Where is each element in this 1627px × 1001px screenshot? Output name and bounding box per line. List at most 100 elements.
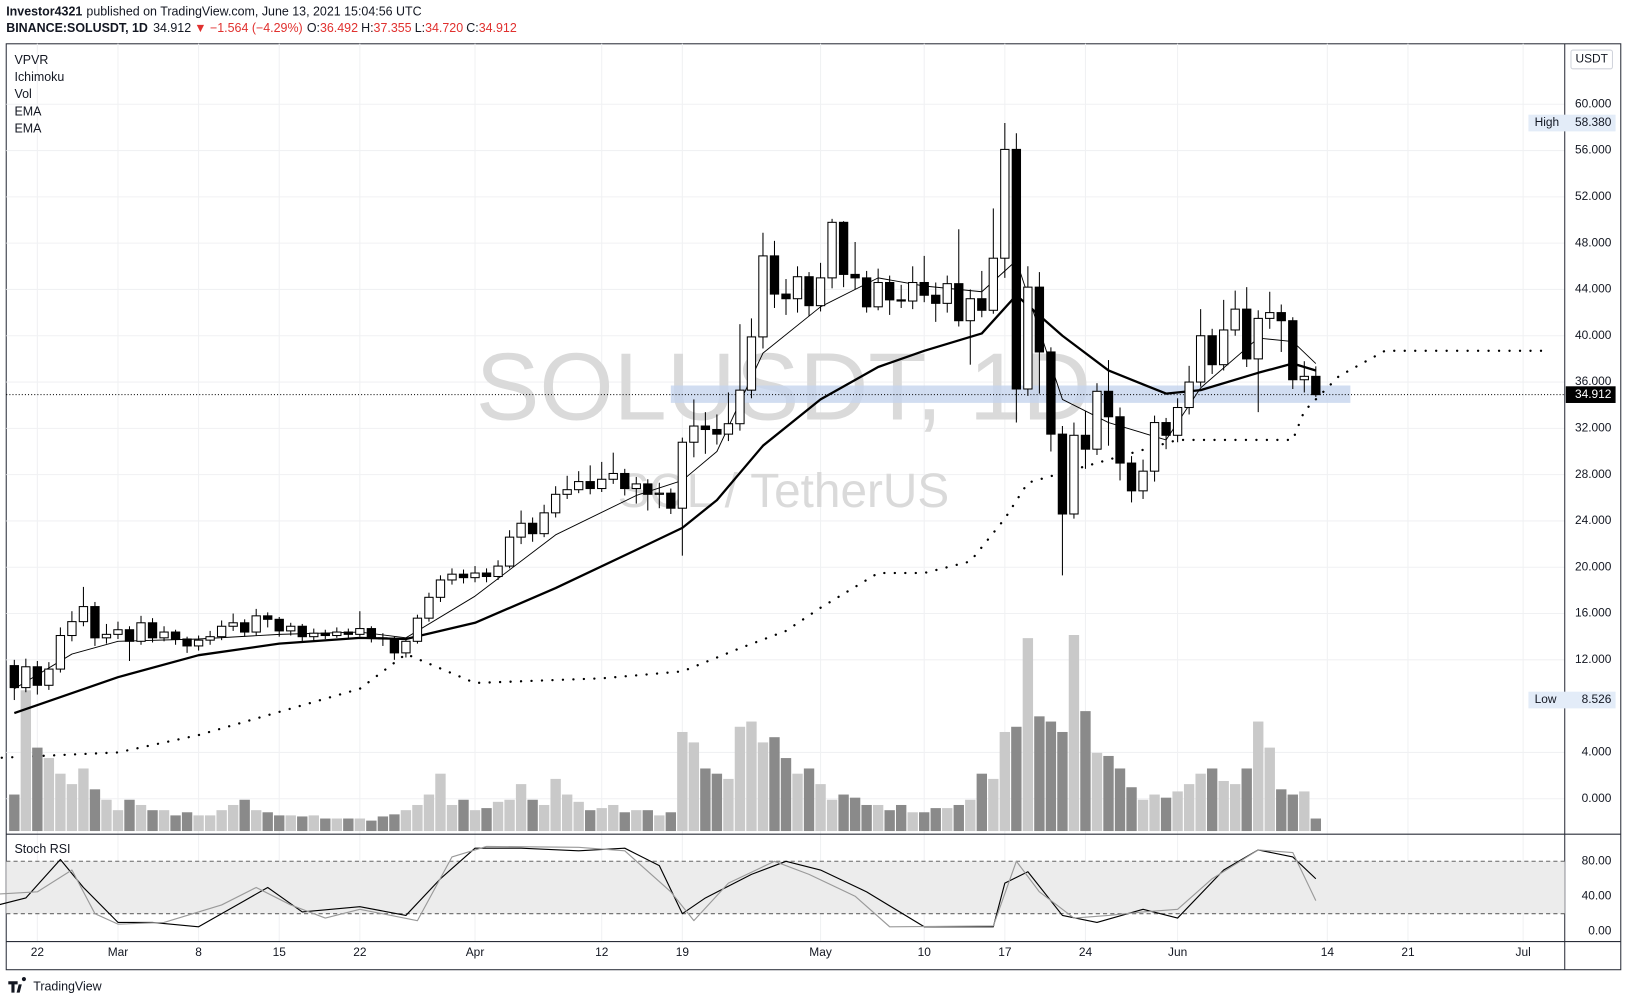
candle-body	[908, 281, 918, 302]
header-line-1: Investor4321 published on TradingView.com…	[6, 5, 421, 19]
unit-box	[1570, 49, 1613, 70]
x-tick-label: 19	[676, 945, 690, 959]
volume-bar	[1276, 789, 1287, 832]
author: Investor4321	[6, 5, 82, 19]
y-tick-label: 12.000	[1575, 652, 1612, 666]
candle-body	[735, 389, 745, 425]
y-tick-label: 36.000	[1575, 374, 1612, 388]
volume-bar	[147, 810, 158, 832]
volume-bar	[343, 818, 354, 832]
y-tick-label: 4.000	[1582, 745, 1612, 759]
x-tick-label: 14	[1321, 945, 1335, 959]
volume-bar	[538, 804, 550, 832]
candle-body	[44, 668, 54, 686]
candle-body	[309, 632, 319, 638]
y-tick-label: 28.000	[1575, 467, 1612, 481]
candle-body	[861, 277, 872, 308]
volume-bar	[435, 773, 446, 832]
candle-body	[977, 298, 987, 311]
candle-body	[1092, 390, 1102, 450]
stoch-line	[0, 847, 1317, 928]
stoch-line	[0, 845, 1317, 928]
volume-bar	[608, 804, 619, 832]
candle-body	[1219, 329, 1229, 366]
volume-bar	[469, 810, 481, 832]
ohlc-key: C:	[466, 21, 478, 35]
volume-bar	[101, 799, 112, 832]
volume-bar	[746, 721, 757, 832]
volume-bar	[400, 810, 412, 832]
candle-body	[758, 255, 768, 338]
unit-label: USDT	[1575, 52, 1608, 66]
candle-body	[1288, 320, 1298, 381]
candle-body	[1149, 422, 1160, 472]
volume-bar	[596, 808, 607, 832]
candle-body	[1311, 375, 1321, 396]
volume-bar	[366, 820, 377, 832]
x-tick-label: 24	[1079, 945, 1093, 959]
candle-body	[90, 606, 100, 639]
volume-bar	[1299, 791, 1310, 832]
volume-bar	[285, 815, 296, 832]
candle-body	[666, 492, 676, 509]
candle-body	[562, 489, 572, 495]
candle-body	[746, 336, 757, 391]
candle-body	[136, 622, 146, 642]
candle-body	[228, 622, 238, 627]
volume-bar	[1057, 731, 1068, 832]
x-tick-label: 21	[1401, 945, 1415, 959]
volume-bar	[43, 758, 55, 832]
candle-body	[1023, 286, 1033, 390]
candle-body	[343, 631, 354, 635]
x-tick-label: Mar	[108, 945, 129, 959]
x-tick-label: 12	[595, 945, 609, 959]
volume-bar	[158, 810, 170, 832]
candle-body	[896, 299, 906, 302]
volume-bar	[1103, 755, 1114, 832]
volume-bar	[389, 814, 400, 832]
volume-bar	[792, 773, 803, 832]
candle-body	[884, 281, 895, 301]
price-tag-label: 34.912	[1575, 387, 1612, 401]
volume-bar	[999, 731, 1011, 832]
candle-body	[424, 596, 434, 619]
volume-bar	[757, 742, 769, 832]
volume-bar	[585, 810, 596, 832]
volume-bar	[66, 784, 78, 832]
candle-body	[723, 423, 734, 435]
candle-body	[378, 637, 388, 640]
volume-bar	[112, 810, 124, 832]
ohlc-value: 34.720	[425, 21, 463, 35]
y-tick-label: 56.000	[1575, 143, 1612, 157]
candle-body	[1276, 312, 1286, 322]
volume-bar	[907, 812, 918, 832]
ohlc-key: O:	[307, 21, 320, 35]
candle-body	[113, 629, 123, 635]
volume-bar	[976, 773, 987, 832]
volume-bar	[423, 794, 435, 832]
candle-body	[608, 472, 618, 480]
extreme-value: 8.526	[1582, 692, 1612, 706]
volume-bar	[331, 818, 343, 832]
candle-body	[193, 639, 204, 647]
x-tick-label: Apr	[466, 945, 485, 959]
indicator-label: Vol	[15, 87, 32, 101]
volume-bar	[700, 768, 711, 832]
candle-body	[21, 666, 31, 689]
y-tick-label: 44.000	[1575, 282, 1612, 296]
candle-body	[251, 615, 261, 633]
candle-body	[9, 665, 19, 689]
candle-body	[631, 483, 641, 490]
volume-bar	[1264, 747, 1275, 832]
candle-body	[1115, 416, 1125, 464]
candle-body	[470, 572, 480, 579]
candle-body	[366, 628, 377, 639]
volume-bar	[861, 804, 872, 832]
candle-body	[1000, 148, 1010, 259]
candle-body	[1265, 312, 1275, 319]
candle-body	[504, 536, 515, 567]
candle-body	[792, 276, 803, 300]
volume-bar	[89, 789, 101, 832]
candle-body	[32, 666, 43, 686]
volume-bar	[1034, 716, 1045, 832]
